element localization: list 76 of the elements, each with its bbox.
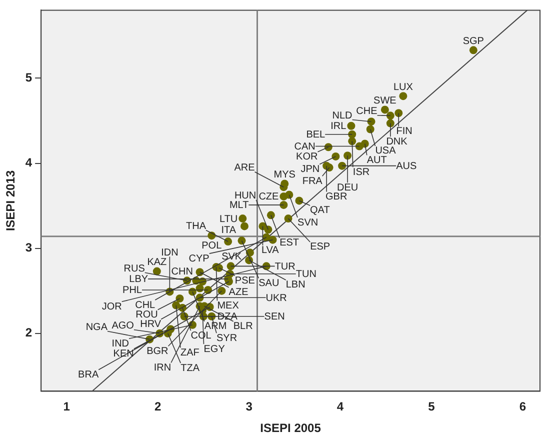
data-label: ISR bbox=[352, 166, 370, 178]
y-axis-title: ISEPI 2013 bbox=[4, 170, 18, 232]
data-label: SWE bbox=[374, 95, 397, 106]
data-label: EST bbox=[280, 238, 300, 249]
x-tick-label: 3 bbox=[246, 400, 253, 414]
data-label: TZA bbox=[180, 362, 200, 374]
data-label: KAZ bbox=[147, 257, 167, 268]
data-label: LVA bbox=[261, 245, 280, 256]
data-label: IRL bbox=[330, 121, 347, 132]
data-label: QAT bbox=[310, 205, 330, 216]
data-label: FRA bbox=[302, 176, 323, 187]
data-label: PHL bbox=[122, 285, 142, 296]
data-label: ARE bbox=[234, 162, 256, 174]
y-tick-label: 2 bbox=[25, 326, 32, 340]
x-tick-label: 6 bbox=[519, 400, 526, 414]
data-label: ZAF bbox=[180, 347, 200, 358]
data-label: SVN bbox=[298, 217, 318, 228]
data-label: POL bbox=[202, 240, 222, 252]
data-label: AUT bbox=[366, 154, 387, 166]
data-label: ROU bbox=[136, 310, 158, 320]
data-label: LTU bbox=[220, 214, 238, 225]
data-label: SEN bbox=[264, 312, 285, 323]
data-label: IRN bbox=[154, 362, 172, 374]
data-label: USA bbox=[375, 146, 396, 157]
data-label: CHN bbox=[171, 266, 193, 278]
data-label: BLR bbox=[233, 321, 253, 332]
data-label: AUS bbox=[396, 161, 417, 172]
x-tick-label: 2 bbox=[154, 400, 162, 414]
data-label: ESP bbox=[310, 242, 330, 253]
y-tick-label: 4 bbox=[25, 156, 32, 170]
data-label: KOR bbox=[296, 152, 318, 163]
data-label: EGY bbox=[204, 344, 226, 355]
y-tick-label: 5 bbox=[25, 70, 32, 85]
data-label: MLT bbox=[229, 200, 249, 212]
x-tick-label: 4 bbox=[336, 400, 344, 414]
data-label: BEL bbox=[306, 130, 326, 141]
data-label: RUS bbox=[124, 263, 146, 274]
data-label: DEU bbox=[336, 182, 358, 194]
data-label: TUN bbox=[296, 269, 316, 280]
y-tick-label: 3 bbox=[25, 240, 32, 255]
data-label: SAU bbox=[258, 278, 280, 289]
data-label: PSE bbox=[234, 275, 256, 286]
data-label: MEX bbox=[217, 300, 240, 312]
data-label: SYR bbox=[216, 332, 238, 344]
data-label: CHL bbox=[135, 300, 156, 311]
data-label: TUR bbox=[274, 261, 296, 272]
data-label: SGP bbox=[462, 36, 484, 47]
x-tick-label: 1 bbox=[63, 400, 70, 414]
data-label: LUX bbox=[393, 82, 414, 93]
data-label: LBN bbox=[286, 280, 306, 291]
data-label: IDN bbox=[161, 247, 178, 258]
data-label: JOR bbox=[102, 301, 122, 312]
data-label: HUN bbox=[234, 190, 256, 202]
x-tick-label: 5 bbox=[428, 400, 436, 414]
data-label: BGR bbox=[146, 346, 168, 357]
data-label: NLD bbox=[332, 110, 352, 122]
data-label: AZE bbox=[228, 287, 249, 298]
data-label: MYS bbox=[274, 169, 296, 180]
data-label: CZE bbox=[258, 192, 280, 203]
data-label: HRV bbox=[140, 318, 162, 330]
data-label: GBR bbox=[326, 192, 348, 203]
data-label: UKR bbox=[266, 292, 287, 304]
data-label: AGO bbox=[112, 320, 134, 332]
data-label: IND bbox=[112, 338, 130, 350]
data-label: JPN bbox=[300, 164, 320, 175]
data-label: NGA bbox=[86, 322, 108, 334]
data-label: CAN bbox=[294, 142, 316, 153]
data-label: LBY bbox=[129, 274, 148, 286]
data-label: CYP bbox=[188, 253, 210, 264]
data-label: DNK bbox=[386, 136, 408, 148]
x-axis-title: ISEPI 2005 bbox=[260, 421, 322, 436]
data-label: ITA bbox=[221, 224, 236, 236]
data-label: FIN bbox=[396, 126, 412, 138]
data-label: THA bbox=[186, 221, 206, 232]
data-label: CHE bbox=[356, 106, 378, 118]
data-label: BRA bbox=[78, 370, 99, 381]
